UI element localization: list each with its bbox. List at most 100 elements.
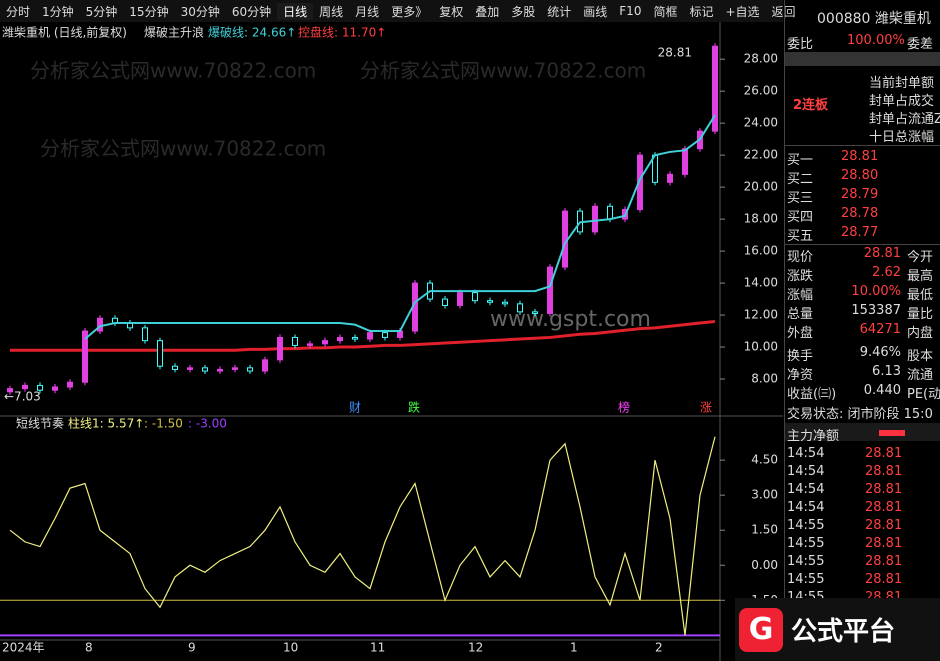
tick-price: 28.81 [865, 500, 903, 515]
bid-price: 28.77 [841, 225, 879, 240]
candle [322, 340, 328, 345]
tick-time: 14:54 [787, 464, 825, 479]
chart-area: 分析家公式网www.70822.com 分析家公式网www.70822.com 分析… [0, 22, 783, 661]
y-tick-label: 4.50 [751, 453, 778, 467]
quote-value: 28.81 [863, 246, 901, 261]
tick-time: 14:55 [787, 518, 825, 533]
candle [367, 332, 373, 340]
divider [785, 423, 940, 441]
toolbar-button[interactable]: 统计 [547, 4, 572, 19]
quote-label: 总量 [787, 307, 814, 322]
quote-label: 收益(㈢) [787, 387, 837, 402]
candle [532, 311, 538, 314]
toolbar-button[interactable]: 分时 [6, 4, 31, 19]
candle [517, 303, 523, 313]
candle [307, 343, 313, 346]
candle [52, 386, 58, 391]
high-label: 28.81 [658, 46, 692, 60]
month-label: 11 [370, 641, 385, 655]
status: 交易状态: 闭市阶段 15:0 [787, 407, 933, 422]
toolbar-button[interactable]: 简框 [653, 4, 678, 19]
y-tick-label: 8.00 [751, 372, 778, 386]
bid-label: 买二 [787, 172, 814, 187]
month-label: 2024年 [2, 641, 45, 655]
divider [785, 244, 940, 245]
tick-time: 14:54 [787, 482, 825, 497]
month-label: 9 [188, 641, 196, 655]
quote-panel: 000880 潍柴重机 委比 100.00% 委差 2连板 当前封单额 封单占成交 封单占流通… [784, 0, 940, 661]
candle [67, 381, 73, 388]
month-label: 10 [283, 641, 298, 655]
y-tick-label: 16.00 [744, 244, 778, 258]
bid-price: 28.79 [841, 187, 879, 202]
candle [502, 301, 508, 305]
toolbar-button[interactable]: 30分钟 [180, 4, 220, 19]
indicator-name: 爆破主升浪 [144, 25, 204, 40]
candle [262, 359, 268, 372]
bid-label: 买三 [787, 191, 814, 206]
y-tick-label: 12.00 [744, 308, 778, 322]
toolbar: 分时 1分钟 5分钟 15分钟 30分钟 60分钟 日线 周线 月线 更多》 复权 叠加 多股 统计 画线 F… [0, 0, 796, 23]
bg [0, 22, 783, 661]
candle [442, 298, 448, 306]
label: 委比 [787, 37, 814, 52]
candle [217, 368, 223, 372]
flow-bar [879, 430, 905, 436]
toolbar-button[interactable]: 标记 [689, 4, 714, 19]
month-label: 1 [570, 641, 578, 655]
y-tick-label: 1.50 [751, 523, 778, 537]
toolbar-button[interactable]: 周线 [319, 4, 344, 19]
line1-label: 爆破线: 24.66↑ [208, 25, 296, 40]
quote-label: 外盘 [787, 326, 814, 341]
quote-label: 换手 [787, 349, 814, 364]
watermark: 分析家公式网www.70822.com [30, 59, 316, 83]
ma-line [10, 319, 716, 352]
rhythm-line [9, 436, 716, 636]
toolbar-button[interactable]: 月线 [355, 4, 380, 19]
toolbar-button[interactable]: 60分钟 [231, 4, 272, 19]
toolbar-button[interactable]: 更多》 [391, 4, 428, 19]
event-marker: 榜 [618, 400, 630, 415]
quote-label: 流通 [907, 368, 934, 383]
tick-time: 14:54 [787, 446, 825, 461]
month-label: 12 [468, 641, 483, 655]
tick-time: 14:55 [787, 536, 825, 551]
quote-value: 153387 [851, 303, 901, 318]
quote-label: 最低 [907, 288, 934, 303]
tick-price: 28.81 [865, 482, 903, 497]
candle [232, 367, 238, 370]
toolbar-button[interactable]: 画线 [583, 4, 608, 19]
quote-label: 今开 [907, 250, 934, 265]
candle [7, 388, 13, 393]
candle [22, 384, 28, 390]
quote-label: 涨跌 [787, 269, 814, 284]
toolbar-button[interactable]: 1分钟 [42, 4, 74, 19]
toolbar-button[interactable]: 5分钟 [85, 4, 118, 19]
month-label: 2 [655, 641, 663, 655]
quote-value: 10.00% [851, 284, 901, 299]
toolbar-button[interactable]: 日线 [277, 2, 314, 20]
quote-value: 0.440 [863, 383, 901, 398]
toolbar-button[interactable]: 叠加 [475, 4, 500, 19]
candle [637, 154, 643, 211]
candle [547, 266, 553, 314]
toolbar-button[interactable]: F10 [619, 4, 642, 18]
sub-title: 短线节奏 [16, 417, 64, 431]
y-tick-label: 20.00 [744, 180, 778, 194]
quote-value: 64271 [859, 322, 901, 337]
value: 100.00% [847, 33, 905, 48]
low-label: ←7.03 [4, 390, 41, 404]
bid-label: 买五 [787, 229, 814, 244]
candle [142, 327, 148, 342]
toolbar-button[interactable]: 多股 [511, 4, 536, 19]
y-tick-label: 14.00 [744, 276, 778, 290]
toolbar-button[interactable]: 15分钟 [129, 4, 169, 19]
y-tick-label: 28.00 [744, 52, 778, 66]
toolbar-button[interactable]: +自选 [725, 4, 760, 19]
toolbar-button[interactable]: 复权 [439, 4, 464, 19]
candle [82, 330, 88, 383]
bid-price: 28.80 [841, 168, 879, 183]
y-tick-label: 10.00 [744, 340, 778, 354]
toolbar-button[interactable]: 返回 [771, 4, 796, 19]
